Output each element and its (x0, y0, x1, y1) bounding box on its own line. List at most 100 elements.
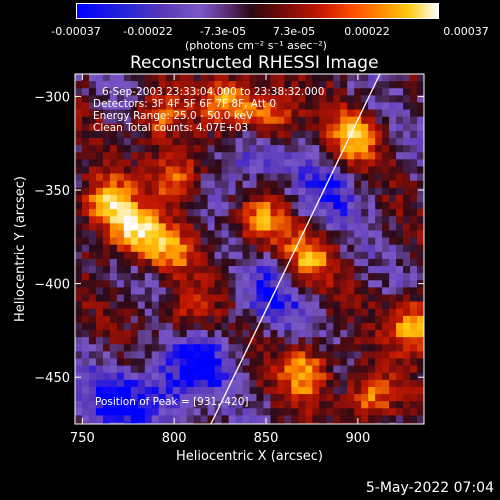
heatmap-cell (102, 202, 111, 210)
heatmap-cell (396, 430, 404, 438)
heatmap-cell (333, 358, 341, 367)
heatmap-cell (137, 330, 146, 338)
heatmap-cell (165, 330, 174, 338)
heatmap-cell (340, 372, 348, 381)
heatmap-cell (137, 138, 146, 146)
heatmap-cell (312, 408, 320, 416)
heatmap-cell (123, 187, 132, 196)
heatmap-cell (214, 166, 223, 175)
heatmap-cell (116, 280, 125, 288)
heatmap-cell (228, 422, 237, 424)
heatmap-cell (431, 166, 439, 174)
heatmap-cell (109, 81, 118, 89)
heatmap-cell (144, 315, 153, 324)
heatmap-cell (263, 230, 272, 239)
heatmap-cell (361, 315, 369, 324)
heatmap-cell (298, 116, 306, 125)
heatmap-cell (249, 138, 258, 146)
heatmap-cell (424, 259, 432, 267)
heatmap-cell (417, 138, 424, 146)
heatmap-cell (144, 202, 153, 210)
heatmap-cell (256, 294, 265, 303)
heatmap-cell (312, 116, 320, 125)
heatmap-cell (410, 315, 418, 324)
heatmap-cell (193, 294, 202, 303)
heatmap-cell (242, 244, 251, 253)
heatmap-cell (354, 209, 362, 217)
heatmap-cell (207, 216, 216, 224)
heatmap-cell (410, 145, 418, 153)
heatmap-cell (256, 301, 265, 310)
heatmap-cell (340, 294, 348, 303)
heatmap-cell (298, 102, 306, 111)
heatmap-cell (340, 422, 348, 424)
heatmap-cell (235, 280, 244, 288)
heatmap-cell (102, 258, 111, 267)
heatmap-cell (375, 280, 383, 288)
heatmap-cell (75, 394, 83, 402)
heatmap-cell (193, 173, 202, 182)
heatmap-cell (172, 358, 181, 367)
heatmap-cell (193, 194, 202, 203)
heatmap-cell (319, 294, 327, 303)
heatmap-cell (263, 266, 272, 274)
heatmap-cell (179, 365, 188, 374)
heatmap-cell (389, 123, 397, 132)
heatmap-cell (249, 251, 258, 260)
heatmap-cell (270, 194, 279, 203)
heatmap-cell (221, 180, 230, 189)
heatmap-cell (200, 351, 209, 360)
heatmap-cell (144, 294, 153, 303)
heatmap-cell (312, 130, 320, 139)
heatmap-cell (424, 102, 432, 110)
heatmap-cell (382, 415, 390, 424)
heatmap-cell (326, 408, 334, 416)
heatmap-cell (151, 294, 160, 303)
heatmap-cell (256, 365, 265, 374)
heatmap-cell (431, 124, 439, 132)
heatmap-cell (123, 223, 132, 232)
heatmap-cell (375, 173, 383, 182)
heatmap-cell (179, 244, 188, 253)
heatmap-cell (228, 194, 237, 203)
heatmap-cell (88, 216, 97, 224)
heatmap-cell (235, 102, 244, 111)
heatmap-cell (179, 95, 188, 104)
heatmap-cell (172, 166, 181, 175)
heatmap-cell (249, 173, 258, 182)
heatmap-cell (375, 287, 383, 296)
heatmap-cell (417, 159, 424, 168)
heatmap-cell (382, 187, 390, 196)
heatmap-cell (221, 187, 230, 196)
heatmap-cell (158, 401, 167, 409)
heatmap-cell (354, 273, 362, 281)
heatmap-cell (221, 386, 230, 395)
heatmap-cell (347, 251, 355, 260)
heatmap-cell (137, 401, 146, 409)
heatmap-cell (137, 102, 146, 111)
heatmap-cell (291, 301, 299, 310)
heatmap-cell (347, 202, 355, 210)
heatmap-cell (396, 365, 404, 374)
heatmap-cell (144, 266, 153, 274)
heatmap-cell (382, 422, 390, 424)
heatmap-cell (389, 294, 397, 303)
heatmap-cell (158, 358, 167, 367)
heatmap-cell (284, 315, 292, 324)
heatmap-cell (340, 301, 348, 310)
heatmap-cell (207, 166, 216, 175)
heatmap-cell (75, 166, 83, 175)
heatmap-cell (172, 251, 181, 260)
heatmap-cell (417, 130, 424, 139)
heatmap-cell (410, 358, 418, 367)
heatmap-cell (137, 386, 146, 395)
heatmap-cell (305, 74, 313, 82)
heatmap-cell (298, 152, 306, 160)
heatmap-cell (312, 337, 320, 345)
heatmap-cell (431, 145, 439, 153)
heatmap-cell (186, 138, 195, 146)
heatmap-cell (256, 280, 265, 288)
heatmap-cell (354, 287, 362, 296)
heatmap-cell (95, 386, 104, 395)
heatmap-cell (193, 88, 202, 96)
